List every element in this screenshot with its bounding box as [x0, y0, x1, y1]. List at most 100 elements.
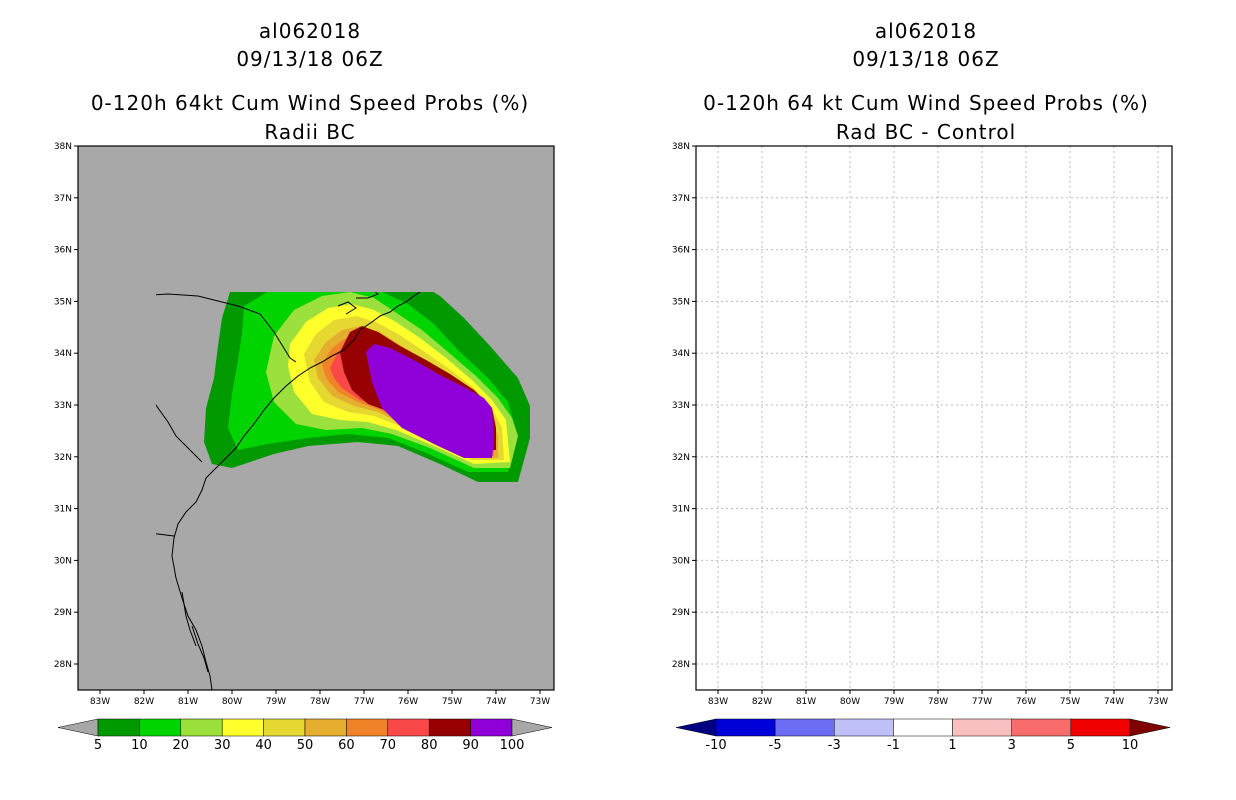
- lon-label: 79W: [884, 697, 904, 707]
- lat-label: 31N: [672, 505, 690, 515]
- left-map-frame: [77, 145, 555, 691]
- colorbar-label: 10: [131, 738, 148, 753]
- lon-label: 73W: [1148, 697, 1168, 707]
- lat-label: 33N: [54, 401, 72, 411]
- lat-label: 30N: [54, 556, 72, 566]
- colorbar-under-triangle: [675, 718, 717, 737]
- lat-label: 29N: [672, 608, 690, 618]
- colorbar-label: 5: [94, 738, 102, 753]
- lon-label: 82W: [134, 697, 154, 707]
- colorbar-swatch: [834, 718, 894, 737]
- right-map-frame: [695, 145, 1173, 691]
- right-colorbar: -10 -5 -3 -1 1 3 5 10: [675, 718, 1171, 753]
- right-subtitle: Rad BC - Control: [835, 120, 1017, 144]
- lat-label: 37N: [672, 194, 690, 204]
- lat-label: 34N: [672, 349, 690, 359]
- lat-label: 38N: [54, 142, 72, 152]
- colorbar-swatch: [180, 718, 223, 737]
- lat-label: 32N: [672, 453, 690, 463]
- colorbar-swatch: [774, 718, 835, 737]
- lat-label: 30N: [672, 556, 690, 566]
- right-map-panel: 38N 37N 36N 35N 34N 33N 32N 31N 30N 29N 28N 83W 82W 8…: [672, 142, 1173, 707]
- lat-label: 37N: [54, 194, 72, 204]
- colorbar-swatch: [1011, 718, 1072, 737]
- lon-label: 78W: [310, 697, 330, 707]
- colorbar-swatch: [139, 718, 182, 737]
- colorbar-label: -3: [828, 738, 841, 753]
- colorbar-label: 10: [1122, 738, 1139, 753]
- lon-label: 77W: [354, 697, 374, 707]
- left-datetime: 09/13/18 06Z: [236, 47, 384, 71]
- colorbar-swatch: [715, 718, 776, 737]
- colorbar-label: -5: [769, 738, 782, 753]
- lon-label: 75W: [1060, 697, 1080, 707]
- lat-label: 31N: [54, 505, 72, 515]
- left-storm-id: al062018: [258, 19, 362, 43]
- lon-label: 82W: [752, 697, 772, 707]
- lat-label: 28N: [672, 660, 690, 670]
- colorbar-label: 60: [338, 738, 355, 753]
- colorbar-label: 3: [1008, 738, 1016, 753]
- left-probability-contours: [156, 292, 530, 691]
- colorbar-swatch: [346, 718, 389, 737]
- lat-label: 36N: [54, 246, 72, 256]
- colorbar-swatch: [304, 718, 347, 737]
- contour-90: [366, 344, 494, 458]
- left-product-title: 0-120h 64kt Cum Wind Speed Probs (%): [90, 91, 530, 115]
- lon-label: 76W: [398, 697, 418, 707]
- lon-label: 75W: [442, 697, 462, 707]
- right-storm-id: al062018: [874, 19, 978, 43]
- left-colorbar: 5 10 20 30 40 50 60 70 80 90 100: [57, 718, 553, 753]
- colorbar-label: 80: [421, 738, 438, 753]
- colorbar-over-triangle: [511, 718, 553, 737]
- lon-label: 80W: [840, 697, 860, 707]
- colorbar-swatch: [470, 718, 513, 737]
- lat-label: 28N: [54, 660, 72, 670]
- right-map-background: [696, 146, 1172, 690]
- lon-label: 83W: [90, 697, 110, 707]
- right-axis-ticks: 38N 37N 36N 35N 34N 33N 32N 31N 30N 29N 28N 83W 82W 8…: [672, 142, 1168, 707]
- colorbar-over-triangle: [1129, 718, 1171, 737]
- left-axis-ticks: 38N 37N 36N 35N 34N 33N 32N 31N 30N 29N 28N 83W 82W 8…: [54, 142, 550, 707]
- colorbar-label: 90: [462, 738, 479, 753]
- colorbar-label: 40: [255, 738, 272, 753]
- colorbar-under-triangle: [57, 718, 99, 737]
- colorbar-label: 1: [948, 738, 956, 753]
- colorbar-label: 50: [297, 738, 314, 753]
- colorbar-swatch: [387, 718, 430, 737]
- lon-label: 79W: [266, 697, 286, 707]
- lon-label: 74W: [486, 697, 506, 707]
- lon-label: 80W: [222, 697, 242, 707]
- lon-label: 83W: [708, 697, 728, 707]
- right-map-gridlines: [696, 145, 1172, 690]
- colorbar-label: -1: [887, 738, 900, 753]
- colorbar-swatch: [1070, 718, 1131, 737]
- lat-label: 33N: [672, 401, 690, 411]
- colorbar-label: 20: [173, 738, 190, 753]
- colorbar-label: 100: [500, 738, 525, 753]
- lat-label: 36N: [672, 246, 690, 256]
- colorbar-label: 5: [1067, 738, 1075, 753]
- lat-label: 38N: [672, 142, 690, 152]
- lat-label: 29N: [54, 608, 72, 618]
- lat-label: 35N: [54, 297, 72, 307]
- colorbar-swatch: [952, 718, 1012, 737]
- right-product-title: 0-120h 64 kt Cum Wind Speed Probs (%): [703, 91, 1149, 115]
- right-datetime: 09/13/18 06Z: [852, 47, 1000, 71]
- lat-label: 34N: [54, 349, 72, 359]
- lon-label: 78W: [928, 697, 948, 707]
- lon-label: 77W: [972, 697, 992, 707]
- colorbar-swatch: [428, 718, 471, 737]
- colorbar-swatch: [97, 718, 140, 737]
- lon-label: 74W: [1104, 697, 1124, 707]
- colorbar-label: -10: [705, 738, 726, 753]
- left-subtitle: Radii BC: [264, 120, 356, 144]
- lat-label: 35N: [672, 297, 690, 307]
- lat-label: 32N: [54, 453, 72, 463]
- colorbar-swatch: [893, 718, 953, 737]
- colorbar-swatch: [221, 718, 264, 737]
- lon-label: 76W: [1016, 697, 1036, 707]
- left-map-panel: 38N 37N 36N 35N 34N 33N 32N 31N 30N 29N 28N 83W 82W 8…: [54, 142, 555, 707]
- colorbar-label: 70: [380, 738, 397, 753]
